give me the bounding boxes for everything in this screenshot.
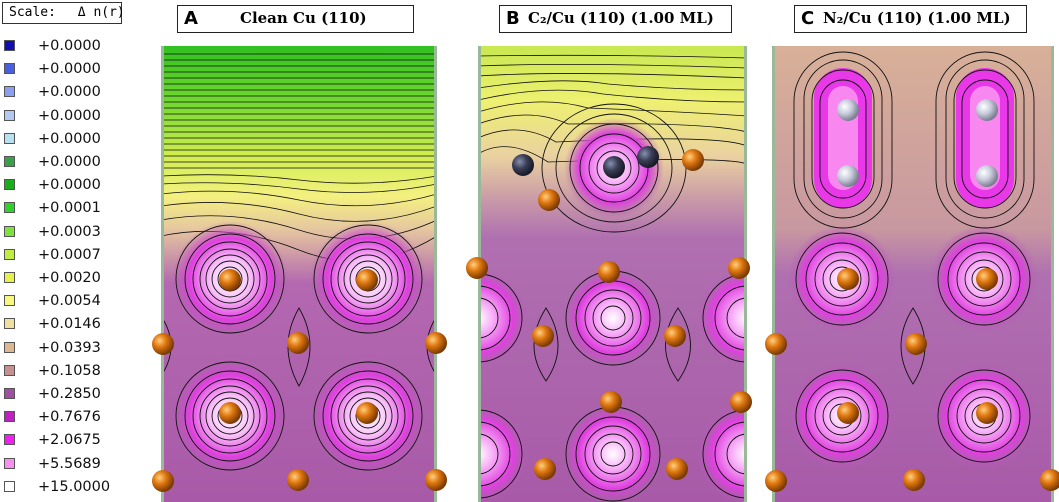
legend-swatch	[4, 40, 15, 51]
legend-entry: +5.5689	[4, 454, 154, 474]
legend-entry: +0.0393	[4, 338, 154, 358]
legend-entry: +0.0146	[4, 314, 154, 334]
legend-value: +5.5689	[38, 455, 101, 472]
legend-swatch	[4, 341, 15, 353]
scale-header: Scale: Δ n(r)	[2, 2, 125, 24]
legend-value: +0.0000	[38, 177, 101, 194]
legend-entry: +0.0020	[4, 268, 154, 288]
legend-swatch	[4, 225, 15, 237]
legend-entry: +0.2850	[4, 384, 154, 404]
legend-value: +0.0020	[38, 270, 101, 286]
legend-swatch	[4, 295, 15, 307]
legend-swatch	[4, 434, 15, 446]
panel-c-title: C N₂/Cu (110) (1.00 ML)	[794, 5, 1027, 33]
legend-value: +0.0393	[38, 339, 101, 356]
panel-a-density-map	[161, 46, 437, 502]
legend-value: +0.0000	[38, 84, 101, 101]
legend-swatch	[4, 388, 15, 399]
legend-entry: +0.0000	[4, 36, 154, 56]
legend-value: +0.7676	[38, 409, 101, 426]
panel-a-title: A Clean Cu (110)	[177, 5, 414, 33]
legend-value: +0.0003	[38, 223, 101, 240]
legend-entry: +0.0000	[4, 175, 154, 195]
legend-value: +0.0000	[38, 38, 101, 54]
legend-entry: +0.0001	[4, 198, 154, 218]
panel-b-density-map	[478, 46, 747, 502]
legend-swatch	[4, 156, 15, 167]
scale-quantity: Δ n(r)	[77, 5, 125, 20]
legend-swatch	[4, 132, 15, 144]
legend-entry: +0.0000	[4, 82, 154, 102]
legend-swatch	[4, 272, 15, 283]
legend-value: +0.0000	[38, 107, 101, 124]
legend-swatch	[4, 364, 15, 376]
legend-entry: +0.0000	[4, 152, 154, 172]
panel-b-title: B C₂/Cu (110) (1.00 ML)	[499, 5, 732, 33]
legend-value: +0.0000	[38, 130, 101, 147]
legend-value: +0.0007	[38, 246, 101, 263]
legend-swatch	[4, 86, 15, 98]
panel-a-letter: A	[184, 8, 198, 29]
legend-entry: +2.0675	[4, 430, 154, 450]
legend-swatch	[4, 318, 15, 330]
legend-value: +0.2850	[38, 386, 101, 402]
legend-entry: +15.0000	[4, 477, 154, 497]
scale-label: Scale:	[9, 5, 56, 20]
panel-c-title-text: N₂/Cu (110) (1.00 ML)	[823, 9, 1011, 27]
legend-value: +0.0000	[38, 61, 101, 78]
legend-entry: +0.1058	[4, 361, 154, 381]
legend-entry: +0.0000	[4, 106, 154, 126]
panel-b-title-text: C₂/Cu (110) (1.00 ML)	[528, 9, 714, 27]
legend-swatch	[4, 480, 15, 492]
legend-value: +0.1058	[38, 362, 101, 379]
legend-value: +0.0054	[38, 293, 101, 310]
legend-value: +2.0675	[38, 432, 101, 449]
panel-c-density-map	[772, 46, 1054, 502]
legend-entry: +0.0054	[4, 291, 154, 311]
panel-c-letter: C	[801, 8, 815, 29]
panel-a-title-text: Clean Cu (110)	[240, 9, 367, 27]
legend-swatch	[4, 457, 15, 469]
legend-swatch	[4, 202, 15, 214]
legend-entry: +0.0000	[4, 59, 154, 79]
legend-entry: +0.0000	[4, 129, 154, 149]
legend-value: +0.0000	[38, 154, 101, 170]
legend-swatch	[4, 411, 15, 423]
legend-entry: +0.7676	[4, 407, 154, 427]
panel-b-letter: B	[506, 8, 520, 29]
legend-swatch	[4, 248, 15, 260]
legend-swatch	[4, 179, 15, 191]
legend-value: +0.0001	[38, 200, 101, 217]
legend-swatch	[4, 63, 15, 75]
legend-entry: +0.0007	[4, 245, 154, 265]
legend-swatch	[4, 109, 15, 121]
legend-entry: +0.0003	[4, 222, 154, 242]
legend-value: +15.0000	[38, 478, 111, 495]
legend-value: +0.0146	[38, 316, 101, 333]
